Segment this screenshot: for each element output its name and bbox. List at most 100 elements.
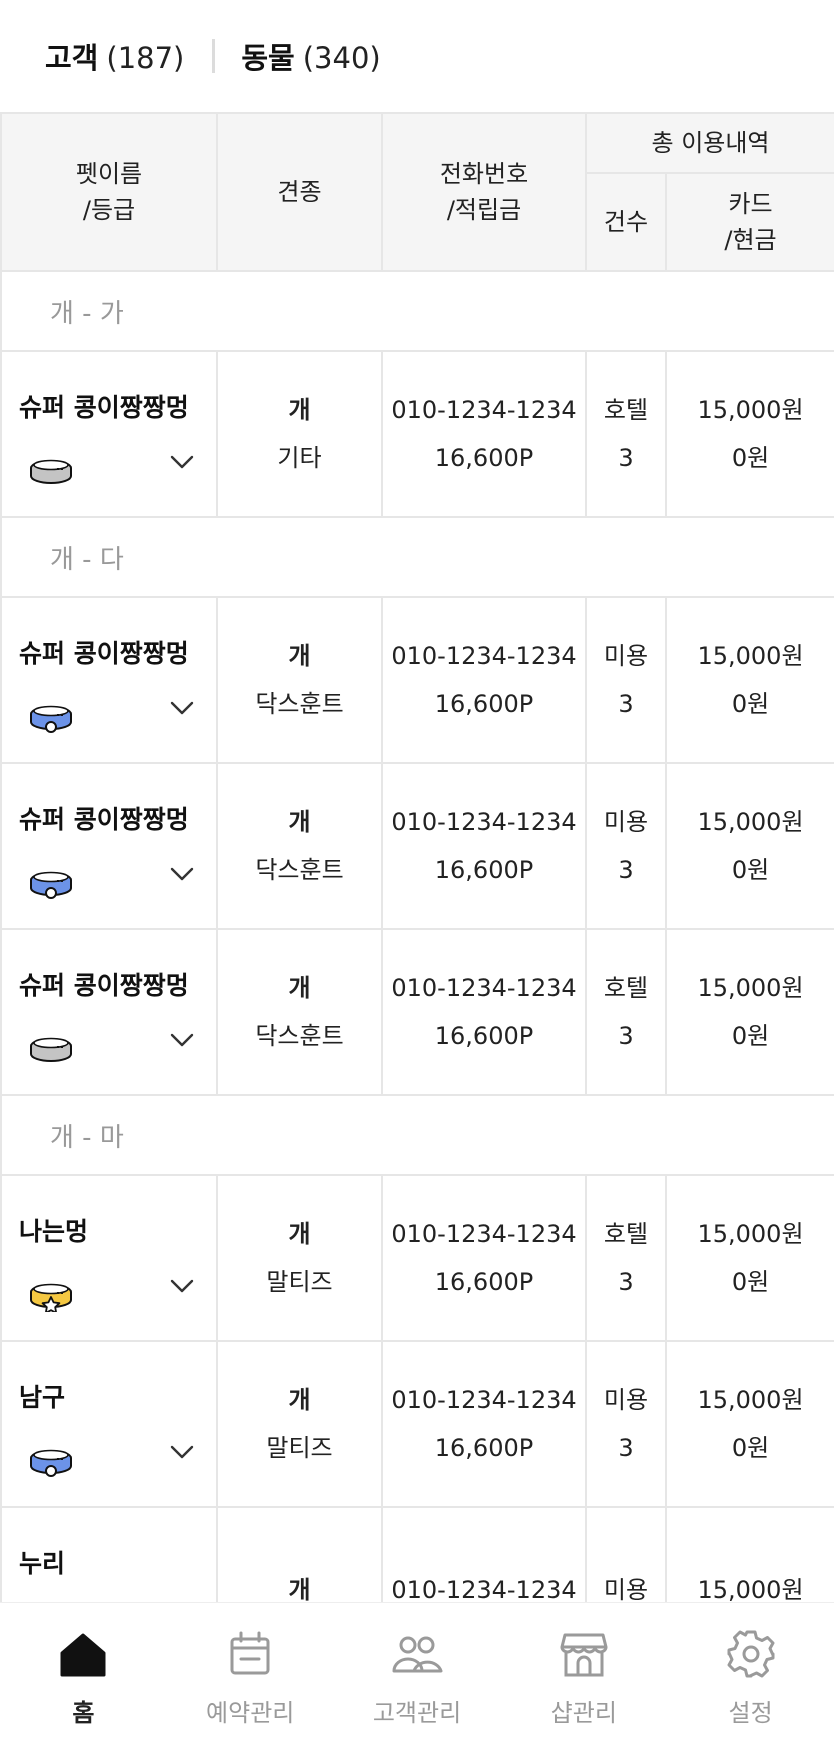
pet-name-cell: 슈퍼 콩이짱짱멍 — [0, 596, 218, 764]
nav-item-store[interactable]: 샵관리 — [500, 1603, 667, 1758]
card-amount: 15,000원 — [697, 1220, 804, 1248]
nav-label: 샵관리 — [550, 1699, 617, 1727]
pet-name-cell: 슈퍼 콩이짱짱멍 — [0, 350, 218, 518]
card-amount: 15,000원 — [697, 1576, 804, 1602]
table-row[interactable]: 슈퍼 콩이짱짱멍 개 닥스훈트 010-1234-1234 16,600P 미용 3 15,0… — [0, 762, 834, 930]
breed: 말티즈 — [266, 1268, 333, 1296]
pet-name-cell: 남구 — [0, 1340, 218, 1508]
cash-amount: 0원 — [731, 1434, 770, 1462]
usage-count: 3 — [618, 444, 634, 472]
nav-item-calendar[interactable]: 예약관리 — [167, 1603, 334, 1758]
breed-cell: 개 닥스훈트 — [216, 928, 383, 1096]
phone: 010-1234-1234 — [391, 1220, 577, 1248]
table-row[interactable]: 나는멍 개 말티즈 010-1234-1234 16,600P 호텔 3 15,000원 0원 — [0, 1174, 834, 1342]
store-icon — [560, 1633, 608, 1677]
usage-count: 3 — [618, 856, 634, 884]
tab-animals-label: 동물 — [241, 41, 295, 75]
grade-collar-icon — [30, 459, 72, 484]
nav-item-gear[interactable]: 설정 — [667, 1603, 834, 1758]
chevron-down-icon[interactable] — [168, 698, 196, 718]
pet-name: 슈퍼 콩이짱짱멍 — [19, 971, 189, 1000]
service-type: 호텔 — [603, 974, 649, 1002]
tab-customers[interactable]: 고객 (187) — [45, 35, 184, 77]
grade-collar-icon — [30, 871, 72, 899]
payment-cell: 15,000원 0원 — [665, 350, 834, 518]
header-pet-name-label: 펫이름 /등급 — [75, 160, 143, 224]
points: 16,600P — [434, 1268, 534, 1296]
table-row[interactable]: 슈퍼 콩이짱짱멍 개 닥스훈트 010-1234-1234 16,600P 호텔 3 15,0… — [0, 928, 834, 1096]
phone-cell: 010-1234-1234 16,600P — [381, 596, 587, 764]
bottom-nav: 홈 예약관리 고객관리 샵관리 설정 — [0, 1602, 834, 1758]
header-breed: 견종 — [216, 112, 383, 272]
table-row[interactable]: 슈퍼 콩이짱짱멍 개 기타 010-1234-1234 16,600P 호텔 3 15,000… — [0, 350, 834, 518]
usage-count: 3 — [618, 1022, 634, 1050]
table-row[interactable]: 남구 개 말티즈 010-1234-1234 16,600P 미용 3 15,000원 0원 — [0, 1340, 834, 1508]
phone: 010-1234-1234 — [391, 1576, 577, 1602]
service-type: 미용 — [603, 1576, 649, 1602]
section-label: 개 - 다 — [0, 516, 834, 598]
header-usage-count-label: 건수 — [603, 208, 649, 236]
species: 개 — [288, 1576, 311, 1602]
chevron-down-icon[interactable] — [168, 1030, 196, 1050]
nav-label: 예약관리 — [206, 1699, 295, 1727]
service-type: 미용 — [603, 808, 649, 836]
points: 16,600P — [434, 444, 534, 472]
species: 개 — [288, 1386, 311, 1414]
breed: 말티즈 — [266, 1434, 333, 1462]
cash-amount: 0원 — [731, 856, 770, 884]
usage-count-cell: 호텔 3 — [585, 928, 667, 1096]
tab-customers-label: 고객 — [45, 41, 99, 75]
breed-cell: 개 말티즈 — [216, 1174, 383, 1342]
nav-label: 설정 — [728, 1699, 773, 1727]
header-phone-label: 전화번호 /적립금 — [439, 160, 529, 224]
pet-name: 슈퍼 콩이짱짱멍 — [19, 393, 189, 422]
card-amount: 15,000원 — [697, 642, 804, 670]
species: 개 — [288, 974, 311, 1002]
tab-animals[interactable]: 동물 (340) — [241, 35, 380, 77]
points: 16,600P — [434, 1022, 534, 1050]
phone-cell: 010-1234-1234 16,600P — [381, 762, 587, 930]
points: 16,600P — [434, 856, 534, 884]
nav-item-people[interactable]: 고객관리 — [334, 1603, 501, 1758]
species: 개 — [288, 642, 311, 670]
breed: 닥스훈트 — [255, 690, 344, 718]
payment-cell: 15,000원 — [665, 1506, 834, 1602]
breed: 기타 — [277, 444, 322, 472]
service-type: 호텔 — [603, 396, 649, 424]
phone: 010-1234-1234 — [391, 642, 577, 670]
table-row[interactable]: 누리 개 010-1234-1234 미용 15,000원 — [0, 1506, 834, 1602]
usage-count-cell: 미용 3 — [585, 762, 667, 930]
header-phone: 전화번호 /적립금 — [381, 112, 587, 272]
gear-icon — [727, 1630, 775, 1678]
chevron-down-icon[interactable] — [168, 1276, 196, 1296]
table-row[interactable]: 슈퍼 콩이짱짱멍 개 닥스훈트 010-1234-1234 16,600P 미용 3 15,0… — [0, 596, 834, 764]
payment-cell: 15,000원 0원 — [665, 1340, 834, 1508]
nav-item-home[interactable]: 홈 — [0, 1603, 167, 1758]
header-usage-total: 총 이용내역 — [585, 112, 834, 174]
cash-amount: 0원 — [731, 1268, 770, 1296]
breed: 닥스훈트 — [255, 856, 344, 884]
points: 16,600P — [434, 690, 534, 718]
phone-cell: 010-1234-1234 16,600P — [381, 1174, 587, 1342]
species: 개 — [288, 396, 311, 424]
chevron-down-icon[interactable] — [168, 1442, 196, 1462]
pet-name-cell: 나는멍 — [0, 1174, 218, 1342]
chevron-down-icon[interactable] — [168, 452, 196, 472]
usage-count-cell: 미용 3 — [585, 1340, 667, 1508]
section-header: 개 - 가 — [0, 270, 834, 352]
points: 16,600P — [434, 1434, 534, 1462]
pet-name: 슈퍼 콩이짱짱멍 — [19, 805, 189, 834]
phone-cell: 010-1234-1234 16,600P — [381, 1340, 587, 1508]
phone-cell: 010-1234-1234 16,600P — [381, 928, 587, 1096]
chevron-down-icon[interactable] — [168, 864, 196, 884]
grade-collar-icon — [30, 1283, 72, 1312]
section-header: 개 - 마 — [0, 1094, 834, 1176]
usage-count-cell: 호텔 3 — [585, 350, 667, 518]
tab-animals-count: (340) — [302, 41, 381, 75]
animal-table-scroll[interactable]: 펫이름 /등급 견종 전화번호 /적립금 총 이용내역 건수 카드 /현금 — [0, 112, 834, 1602]
payment-cell: 15,000원 0원 — [665, 928, 834, 1096]
breed-cell: 개 — [216, 1506, 383, 1602]
